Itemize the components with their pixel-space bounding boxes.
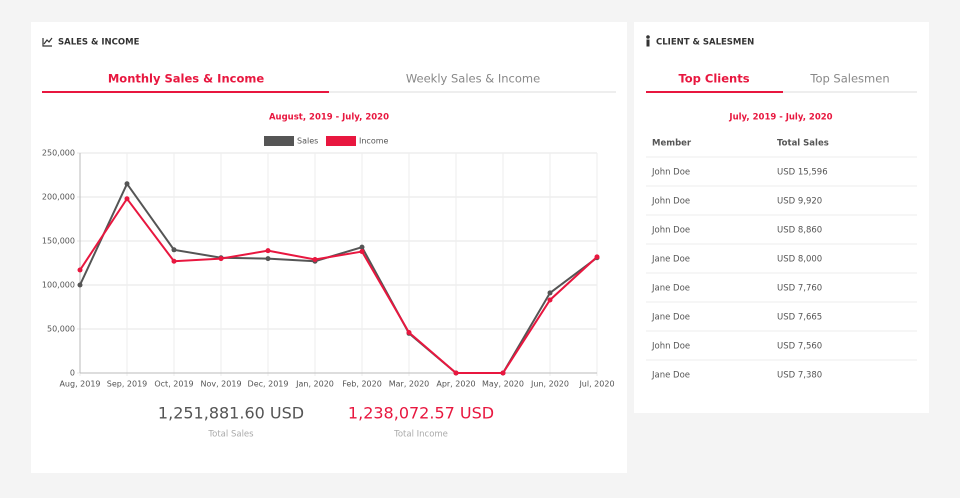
client-card <box>634 22 929 413</box>
data-point <box>77 267 83 273</box>
sales-cell: USD 9,920 <box>777 197 822 207</box>
x-tick-label: Mar, 2020 <box>389 380 430 389</box>
sales-cell: USD 15,596 <box>777 168 828 178</box>
column-header: Member <box>652 139 692 149</box>
data-point <box>124 196 130 202</box>
sales-cell: USD 8,000 <box>777 255 822 265</box>
tab[interactable]: Top Salesmen <box>809 72 889 86</box>
y-tick-label: 0 <box>70 369 75 378</box>
member-cell: John Doe <box>651 197 690 207</box>
data-point <box>171 258 177 264</box>
sales-card <box>31 22 627 473</box>
card-title: CLIENT & SALESMEN <box>656 38 754 48</box>
client-table: John Doe USD 15,596 John Doe USD 9,920 John … <box>646 156 917 381</box>
tab[interactable]: Top Clients <box>678 72 749 86</box>
tab[interactable]: Monthly Sales & Income <box>108 72 264 86</box>
data-point <box>171 247 177 253</box>
total-value: 1,251,881.60 USD <box>158 404 304 423</box>
data-point <box>547 290 553 296</box>
data-point <box>312 256 318 262</box>
x-tick-label: Oct, 2019 <box>154 380 193 389</box>
x-tick-label: Dec, 2019 <box>248 380 289 389</box>
data-point <box>594 254 600 260</box>
legend-swatch <box>264 136 294 146</box>
data-point <box>359 249 365 255</box>
data-point <box>265 248 271 254</box>
tab[interactable]: Weekly Sales & Income <box>406 72 540 86</box>
data-point <box>77 282 83 288</box>
sales-cell: USD 8,860 <box>777 226 822 236</box>
x-tick-label: Jan, 2020 <box>295 380 334 389</box>
data-point <box>547 297 553 303</box>
card-title: SALES & INCOME <box>58 38 140 48</box>
total-label: Total Sales <box>207 430 254 440</box>
data-point <box>124 181 130 187</box>
x-tick-label: Jun, 2020 <box>530 380 569 389</box>
member-cell: Jane Doe <box>651 313 690 323</box>
data-point <box>265 256 271 262</box>
total-value: 1,238,072.57 USD <box>348 404 494 423</box>
y-tick-label: 150,000 <box>42 237 75 246</box>
sales-cell: USD 7,380 <box>777 371 822 381</box>
x-tick-label: Sep, 2019 <box>107 380 148 389</box>
x-tick-label: Aug, 2019 <box>59 380 100 389</box>
series-line <box>79 197 598 374</box>
y-tick-label: 250,000 <box>42 149 75 158</box>
legend-swatch <box>326 136 356 146</box>
data-point <box>453 370 459 376</box>
member-cell: John Doe <box>651 168 690 178</box>
column-header: Total Sales <box>777 139 829 149</box>
member-cell: John Doe <box>651 226 690 236</box>
y-tick-label: 100,000 <box>42 281 75 290</box>
data-point <box>359 244 365 250</box>
x-tick-label: Jul, 2020 <box>578 380 614 389</box>
x-tick-label: Apr, 2020 <box>436 380 475 389</box>
member-cell: Jane Doe <box>651 284 690 294</box>
x-tick-label: Feb, 2020 <box>342 380 382 389</box>
data-point <box>218 256 224 262</box>
person-icon <box>646 35 650 47</box>
data-point <box>406 330 412 336</box>
legend-label: Income <box>359 137 389 146</box>
legend-label: Sales <box>297 137 318 146</box>
line-chart: 0 50,000 100,000 150,000 200,000 250,000 Aug, … <box>42 136 615 389</box>
date-range: July, 2019 - July, 2020 <box>728 113 832 123</box>
member-cell: John Doe <box>651 342 690 352</box>
sales-cell: USD 7,760 <box>777 284 822 294</box>
x-tick-label: Nov, 2019 <box>200 380 241 389</box>
member-cell: Jane Doe <box>651 371 690 381</box>
y-tick-label: 50,000 <box>47 325 75 334</box>
data-point <box>500 370 506 376</box>
y-tick-label: 200,000 <box>42 193 75 202</box>
sales-cell: USD 7,665 <box>777 313 822 323</box>
member-cell: Jane Doe <box>651 255 690 265</box>
total-label: Total Income <box>393 430 448 440</box>
x-tick-label: May, 2020 <box>482 380 524 389</box>
sales-cell: USD 7,560 <box>777 342 822 352</box>
date-range: August, 2019 - July, 2020 <box>269 113 389 123</box>
chart-icon <box>42 37 53 47</box>
